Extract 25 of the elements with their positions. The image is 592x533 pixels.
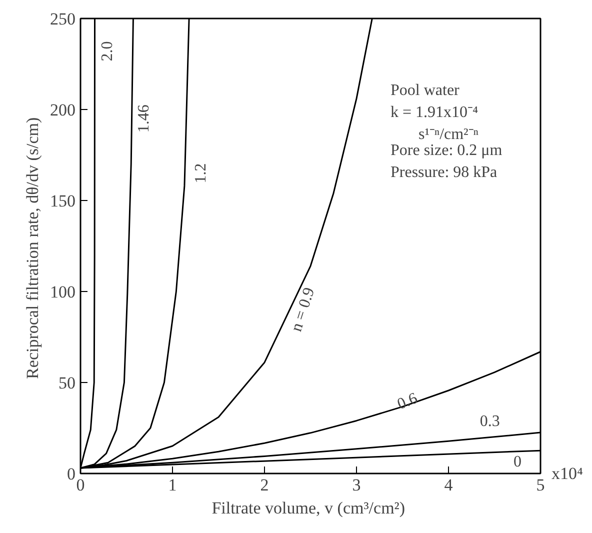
y-tick-label: 50 xyxy=(58,374,76,392)
text: 2.0 xyxy=(98,41,116,62)
annotation: s¹⁻ⁿ/cm²⁻ⁿ xyxy=(418,126,478,143)
y-tick-label: 200 xyxy=(50,100,76,120)
annotation: Pressure: 98 kPa xyxy=(390,164,498,181)
y-tick-label: 250 xyxy=(50,10,76,28)
text: n = 0.9 xyxy=(288,286,318,334)
x-axis-title: Filtrate volume, v (cm³/cm²) xyxy=(212,498,406,518)
legend-label: 0 xyxy=(514,453,522,470)
x-tick-label: 3 xyxy=(352,476,361,494)
text: 1.46 xyxy=(136,104,153,133)
text: 0.6 xyxy=(395,390,420,414)
annotation: Pore size: 0.2 μm xyxy=(390,142,503,159)
y-tick-label: 150 xyxy=(50,192,76,210)
series-label: 0.3 xyxy=(480,413,500,430)
y-tick-label: 100 xyxy=(50,282,76,302)
x-tick-label: 4 xyxy=(444,476,454,494)
annotation: k = 1.91x10⁻⁴ xyxy=(390,104,479,121)
x-tick-label: 5 xyxy=(536,476,545,494)
annotation: Pool water xyxy=(390,82,460,99)
x-tick-label: 2 xyxy=(260,476,269,494)
text: 1.2 xyxy=(192,163,210,184)
y-axis-title: Reciprocal filtration rate, dθ/dv (s/cm) xyxy=(23,117,42,379)
x-tick-label: 1 xyxy=(168,476,177,494)
text: x10⁴ xyxy=(552,464,583,483)
